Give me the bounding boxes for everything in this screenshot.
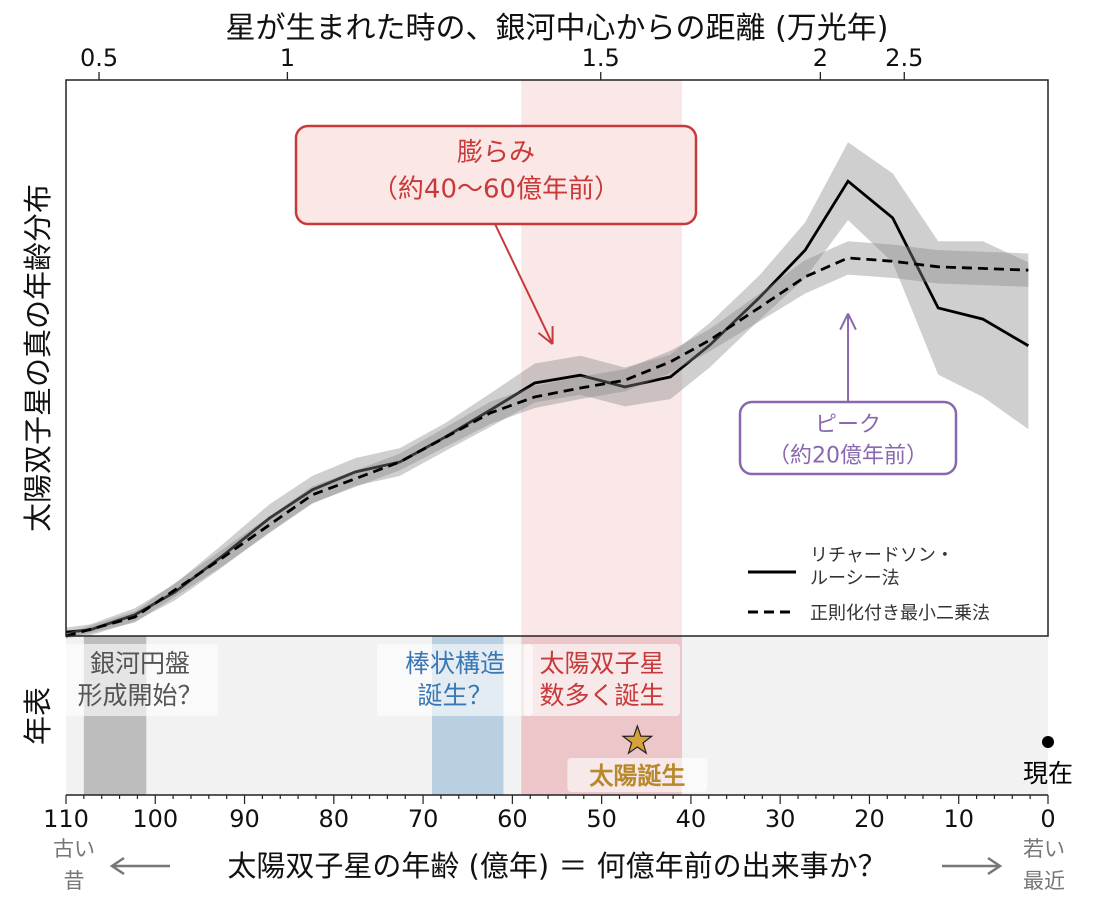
top-tick-label: 0.5 bbox=[80, 44, 118, 72]
x-tick-label: 50 bbox=[586, 805, 617, 833]
annotation-text: 膨らみ bbox=[457, 138, 535, 168]
x-tick-label: 30 bbox=[765, 805, 796, 833]
x-right-note: 若い bbox=[1023, 837, 1065, 861]
timeline-event-label: 形成開始？ bbox=[77, 681, 202, 710]
timeline-event-label: 棒状構造 bbox=[405, 649, 505, 678]
annotation-text: （約40〜60億年前） bbox=[372, 175, 620, 205]
x-tick-label: 0 bbox=[1040, 805, 1055, 833]
x-tick-label: 20 bbox=[854, 805, 885, 833]
x-tick-label: 80 bbox=[319, 805, 350, 833]
legend-label: リチャードソン・ bbox=[810, 545, 954, 566]
top-axis-ticks: 0.5 1 1.5 2 2.5 bbox=[80, 44, 923, 80]
legend-label: ルーシー法 bbox=[810, 568, 900, 589]
sun-birth-label: 太陽誕生 bbox=[589, 762, 685, 790]
x-tick-label: 40 bbox=[676, 805, 707, 833]
annotation-arrowhead bbox=[848, 314, 856, 330]
top-tick-label: 1 bbox=[280, 44, 295, 72]
x-left-note: 昔 bbox=[64, 869, 85, 893]
top-tick-label: 2 bbox=[813, 44, 828, 72]
x-tick-label: 10 bbox=[943, 805, 974, 833]
timeline-event-label: 数多く誕生 bbox=[539, 681, 664, 710]
present-dot bbox=[1042, 736, 1054, 748]
top-axis-label: 星が生まれた時の、銀河中心からの距離 (万光年) bbox=[226, 11, 889, 46]
top-tick-label: 2.5 bbox=[885, 44, 923, 72]
annotation-arrowhead bbox=[840, 314, 848, 330]
timeline-event-label: 銀河円盤 bbox=[90, 649, 190, 678]
x-left-note: 古い bbox=[53, 837, 95, 861]
x-tick-label: 110 bbox=[43, 805, 89, 833]
x-tick-label: 90 bbox=[229, 805, 260, 833]
x-tick-label: 70 bbox=[408, 805, 439, 833]
x-tick-label: 100 bbox=[132, 805, 178, 833]
annotation-text: （約20億年前） bbox=[768, 444, 928, 469]
timeline-event-label: 誕生？ bbox=[417, 681, 492, 710]
annotation-text: ピーク bbox=[815, 413, 881, 438]
legend-label: 正則化付き最小二乗法 bbox=[810, 603, 990, 624]
x-tick-label: 60 bbox=[497, 805, 528, 833]
top-tick-label: 1.5 bbox=[582, 44, 620, 72]
timeline-event-label: 太陽双子星 bbox=[539, 649, 664, 678]
timeline-label: 年表 bbox=[21, 687, 55, 745]
x-axis-label: 太陽双子星の年齢 (億年) ＝ 何億年前の出来事か？ bbox=[227, 849, 886, 883]
y-axis-label: 太陽双子星の真の年齢分布 bbox=[21, 184, 55, 532]
x-right-note: 最近 bbox=[1023, 869, 1065, 893]
present-label: 現在 bbox=[1023, 759, 1073, 788]
